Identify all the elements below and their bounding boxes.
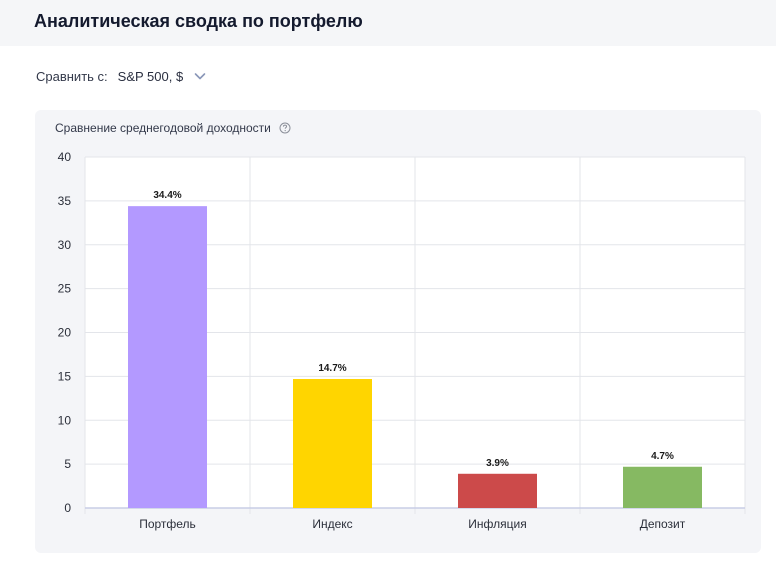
bar-value-label: 4.7% xyxy=(651,451,674,462)
bar-3[interactable] xyxy=(458,473,537,508)
bar-4[interactable] xyxy=(623,466,702,508)
y-tick-label: 35 xyxy=(58,194,72,208)
x-category-label: Депозит xyxy=(640,517,686,531)
y-tick-label: 30 xyxy=(58,238,72,252)
bar-chart: 0 5 10 15 20 25 30 35 40 34.4% Портфель 14.7% Индекс… xyxy=(58,150,746,531)
chart-title: Сравнение среднегодовой доходности xyxy=(55,121,291,135)
y-tick-label: 40 xyxy=(58,150,72,164)
y-tick-label: 0 xyxy=(64,501,71,515)
x-category-label: Инфляция xyxy=(468,517,526,531)
help-circle-icon[interactable] xyxy=(279,122,291,134)
y-tick-label: 5 xyxy=(64,457,71,471)
bar-value-label: 14.7% xyxy=(318,363,346,374)
bar-2[interactable] xyxy=(293,379,372,508)
compare-selector[interactable]: Сравнить с: S&P 500, $ xyxy=(36,67,207,85)
x-category-label: Индекс xyxy=(312,517,352,531)
bar-value-label: 34.4% xyxy=(153,190,181,201)
bar-value-label: 3.9% xyxy=(486,458,509,469)
y-tick-label: 15 xyxy=(58,369,72,383)
header-bar: Аналитическая сводка по портфелю xyxy=(0,0,776,46)
chevron-down-icon[interactable] xyxy=(193,69,207,83)
bar-1[interactable] xyxy=(128,206,207,508)
compare-label: Сравнить с: xyxy=(36,68,108,84)
y-tick-label: 25 xyxy=(58,282,72,296)
chart-title-text: Сравнение среднегодовой доходности xyxy=(55,121,271,135)
y-tick-label: 20 xyxy=(58,326,72,340)
page-title: Аналитическая сводка по портфелю xyxy=(34,11,363,31)
x-category-label: Портфель xyxy=(139,517,196,531)
compare-selected-value[interactable]: S&P 500, $ xyxy=(117,68,184,84)
chart-card: 0 5 10 15 20 25 30 35 40 34.4% Портфель 14.7% Индекс… xyxy=(35,110,761,553)
y-tick-label: 10 xyxy=(58,413,72,427)
